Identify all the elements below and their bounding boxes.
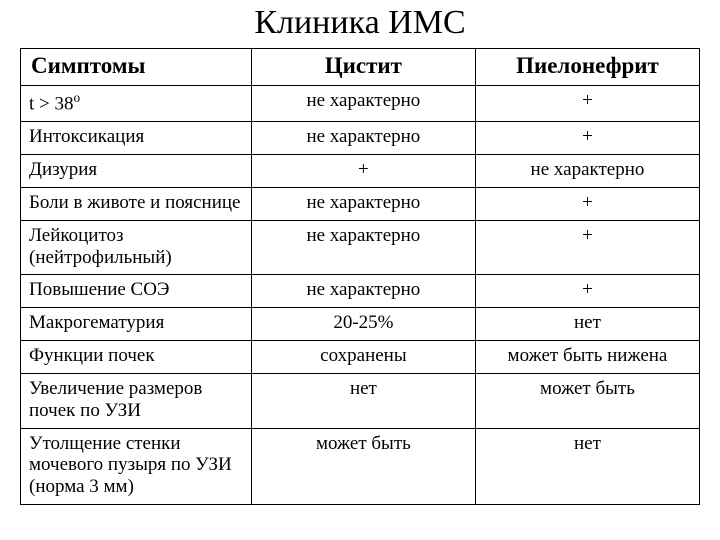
table-row: Утолщение стенки мочевого пузыря по УЗИ …	[21, 428, 700, 505]
symptom-cell: Интоксикация	[21, 122, 252, 155]
table-row: Увеличение размеров почек по УЗИнетможет…	[21, 373, 700, 428]
symptom-cell: Боли в животе и пояснице	[21, 187, 252, 220]
pyelonephritis-cell: нет	[475, 428, 699, 505]
symptom-cell: Функции почек	[21, 341, 252, 374]
cystitis-cell: сохранены	[251, 341, 475, 374]
symptom-cell: Утолщение стенки мочевого пузыря по УЗИ …	[21, 428, 252, 505]
pyelonephritis-cell: +	[475, 187, 699, 220]
table-row: Макрогематурия20-25%нет	[21, 308, 700, 341]
cystitis-cell: не характерно	[251, 122, 475, 155]
table-header-row: Симптомы Цистит Пиелонефрит	[21, 49, 700, 86]
table-row: Функции почексохраненыможет быть нижена	[21, 341, 700, 374]
symptom-cell: Повышение СОЭ	[21, 275, 252, 308]
table-body: t > 38oне характерно+Интоксикацияне хара…	[21, 86, 700, 505]
cystitis-cell: не характерно	[251, 275, 475, 308]
table-row: Интоксикацияне характерно+	[21, 122, 700, 155]
col-header-pyelonephritis: Пиелонефрит	[475, 49, 699, 86]
table-row: Дизурия+не характерно	[21, 155, 700, 188]
cystitis-cell: может быть	[251, 428, 475, 505]
table-row: Боли в животе и поясницене характерно+	[21, 187, 700, 220]
cystitis-cell: нет	[251, 373, 475, 428]
cystitis-cell: +	[251, 155, 475, 188]
pyelonephritis-cell: не характерно	[475, 155, 699, 188]
pyelonephritis-cell: может быть	[475, 373, 699, 428]
cystitis-cell: не характерно	[251, 86, 475, 122]
pyelonephritis-cell: +	[475, 275, 699, 308]
table-row: Повышение СОЭне характерно+	[21, 275, 700, 308]
page-title: Клиника ИМС	[20, 4, 700, 42]
clinic-table: Симптомы Цистит Пиелонефрит t > 38oне ха…	[20, 48, 700, 505]
pyelonephritis-cell: может быть нижена	[475, 341, 699, 374]
cystitis-cell: не характерно	[251, 220, 475, 275]
cystitis-cell: 20-25%	[251, 308, 475, 341]
symptom-cell: Лейкоцитоз (нейтрофильный)	[21, 220, 252, 275]
symptom-cell: t > 38o	[21, 86, 252, 122]
symptom-cell: Дизурия	[21, 155, 252, 188]
pyelonephritis-cell: +	[475, 122, 699, 155]
pyelonephritis-cell: нет	[475, 308, 699, 341]
symptom-cell: Макрогематурия	[21, 308, 252, 341]
table-row: t > 38oне характерно+	[21, 86, 700, 122]
table-row: Лейкоцитоз (нейтрофильный)не характерно+	[21, 220, 700, 275]
pyelonephritis-cell: +	[475, 86, 699, 122]
symptom-cell: Увеличение размеров почек по УЗИ	[21, 373, 252, 428]
col-header-cystitis: Цистит	[251, 49, 475, 86]
pyelonephritis-cell: +	[475, 220, 699, 275]
cystitis-cell: не характерно	[251, 187, 475, 220]
page-root: Клиника ИМС Симптомы Цистит Пиелонефрит …	[0, 0, 720, 540]
col-header-symptoms: Симптомы	[21, 49, 252, 86]
